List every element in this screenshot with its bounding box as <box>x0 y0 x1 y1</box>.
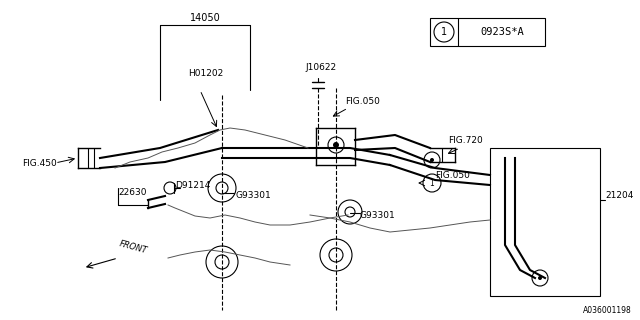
Text: 0923S*A: 0923S*A <box>480 27 524 37</box>
Text: FIG.050: FIG.050 <box>435 171 470 180</box>
Text: 21204: 21204 <box>605 190 634 199</box>
Text: 14050: 14050 <box>189 13 220 23</box>
Bar <box>430 18 545 46</box>
Text: J10622: J10622 <box>305 63 336 72</box>
Text: FRONT: FRONT <box>118 239 148 255</box>
Text: 22630: 22630 <box>118 188 147 197</box>
Text: 1: 1 <box>441 27 447 37</box>
Text: FIG.050: FIG.050 <box>345 98 380 107</box>
Text: D91214: D91214 <box>175 180 211 189</box>
Text: G93301: G93301 <box>360 211 396 220</box>
Circle shape <box>333 142 339 148</box>
Bar <box>490 148 600 296</box>
Text: FIG.450: FIG.450 <box>22 158 57 167</box>
Circle shape <box>430 158 434 162</box>
Text: FIG.720: FIG.720 <box>448 136 483 145</box>
Text: G93301: G93301 <box>235 190 271 199</box>
Text: A036001198: A036001198 <box>583 306 632 315</box>
Text: H01202: H01202 <box>188 69 223 78</box>
Text: 1: 1 <box>429 179 435 188</box>
Circle shape <box>538 276 542 280</box>
